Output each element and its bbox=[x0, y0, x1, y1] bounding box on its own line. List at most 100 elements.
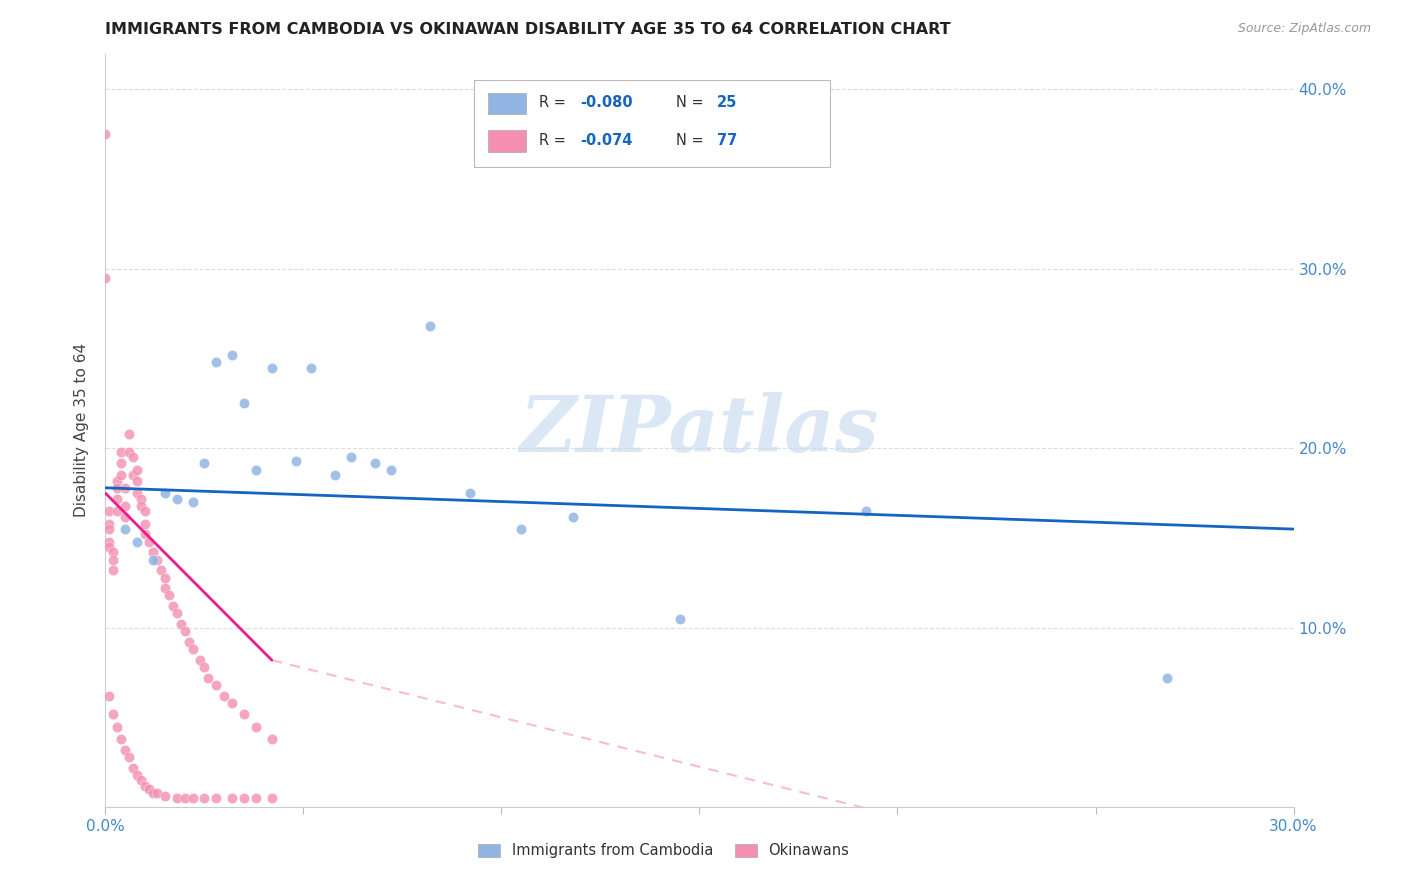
Point bbox=[561, 509, 583, 524]
Point bbox=[157, 589, 180, 603]
Point bbox=[221, 696, 243, 710]
Point bbox=[103, 706, 125, 721]
Point bbox=[142, 552, 165, 566]
Point bbox=[193, 660, 215, 674]
Point bbox=[129, 499, 152, 513]
Point bbox=[166, 791, 188, 805]
FancyBboxPatch shape bbox=[488, 93, 526, 114]
Point bbox=[122, 761, 145, 775]
Point bbox=[284, 454, 307, 468]
Point bbox=[260, 732, 283, 747]
Point bbox=[181, 642, 204, 657]
Point bbox=[205, 355, 228, 369]
FancyBboxPatch shape bbox=[474, 80, 830, 167]
Point bbox=[110, 468, 132, 483]
Point bbox=[129, 773, 152, 788]
Text: N =: N = bbox=[676, 133, 709, 148]
Point bbox=[129, 491, 152, 506]
Point bbox=[380, 463, 402, 477]
Text: -0.080: -0.080 bbox=[581, 95, 633, 110]
Point bbox=[110, 456, 132, 470]
Point bbox=[193, 791, 215, 805]
Point bbox=[122, 468, 145, 483]
Point bbox=[177, 635, 200, 649]
Point bbox=[98, 516, 121, 531]
Point bbox=[134, 527, 156, 541]
Point bbox=[855, 504, 877, 518]
Point bbox=[138, 534, 160, 549]
Legend: Immigrants from Cambodia, Okinawans: Immigrants from Cambodia, Okinawans bbox=[472, 838, 855, 864]
Point bbox=[142, 786, 165, 800]
Point bbox=[98, 504, 121, 518]
Point bbox=[114, 743, 136, 757]
Point bbox=[340, 450, 363, 465]
Point bbox=[127, 463, 149, 477]
Point bbox=[98, 534, 121, 549]
Text: 77: 77 bbox=[717, 133, 738, 148]
Point bbox=[181, 791, 204, 805]
Point bbox=[153, 789, 176, 804]
Point bbox=[364, 456, 387, 470]
Point bbox=[138, 782, 160, 797]
Point bbox=[127, 534, 149, 549]
Point bbox=[127, 474, 149, 488]
Point bbox=[105, 491, 128, 506]
Point bbox=[205, 791, 228, 805]
Point bbox=[233, 396, 256, 410]
Point bbox=[127, 768, 149, 782]
Point bbox=[260, 360, 283, 375]
Point bbox=[419, 319, 441, 334]
Point bbox=[146, 552, 169, 566]
Point bbox=[153, 582, 176, 596]
Text: -0.074: -0.074 bbox=[581, 133, 633, 148]
Text: Source: ZipAtlas.com: Source: ZipAtlas.com bbox=[1237, 22, 1371, 36]
Point bbox=[299, 360, 322, 375]
Point bbox=[162, 599, 184, 614]
Text: ZIPatlas: ZIPatlas bbox=[520, 392, 879, 468]
Point bbox=[127, 486, 149, 500]
Point bbox=[122, 450, 145, 465]
Point bbox=[260, 791, 283, 805]
Point bbox=[114, 522, 136, 536]
Point bbox=[323, 468, 346, 483]
Text: R =: R = bbox=[538, 95, 571, 110]
Point bbox=[221, 348, 243, 362]
Point bbox=[110, 445, 132, 459]
Text: N =: N = bbox=[676, 95, 709, 110]
Point bbox=[118, 427, 141, 442]
Text: R =: R = bbox=[538, 133, 571, 148]
Point bbox=[110, 732, 132, 747]
Point bbox=[105, 504, 128, 518]
Point bbox=[233, 791, 256, 805]
Y-axis label: Disability Age 35 to 64: Disability Age 35 to 64 bbox=[75, 343, 90, 517]
Point bbox=[197, 671, 219, 685]
Point bbox=[103, 563, 125, 577]
Point bbox=[98, 540, 121, 554]
Point bbox=[205, 678, 228, 692]
Point bbox=[105, 481, 128, 495]
Text: IMMIGRANTS FROM CAMBODIA VS OKINAWAN DISABILITY AGE 35 TO 64 CORRELATION CHART: IMMIGRANTS FROM CAMBODIA VS OKINAWAN DIS… bbox=[105, 22, 950, 37]
Point bbox=[166, 491, 188, 506]
Point bbox=[134, 779, 156, 793]
Point bbox=[173, 791, 195, 805]
Point bbox=[98, 522, 121, 536]
Text: 25: 25 bbox=[717, 95, 738, 110]
Point bbox=[114, 499, 136, 513]
Point bbox=[245, 791, 267, 805]
Point bbox=[118, 750, 141, 764]
Point bbox=[149, 563, 172, 577]
Point bbox=[233, 706, 256, 721]
Point bbox=[181, 495, 204, 509]
Point bbox=[94, 128, 117, 142]
Point bbox=[190, 653, 212, 667]
Point bbox=[103, 545, 125, 559]
Point bbox=[214, 689, 236, 703]
Point bbox=[153, 570, 176, 584]
Point bbox=[114, 481, 136, 495]
Point bbox=[103, 552, 125, 566]
Point bbox=[105, 719, 128, 733]
Point bbox=[114, 509, 136, 524]
FancyBboxPatch shape bbox=[488, 130, 526, 152]
Point bbox=[134, 504, 156, 518]
Point bbox=[105, 474, 128, 488]
